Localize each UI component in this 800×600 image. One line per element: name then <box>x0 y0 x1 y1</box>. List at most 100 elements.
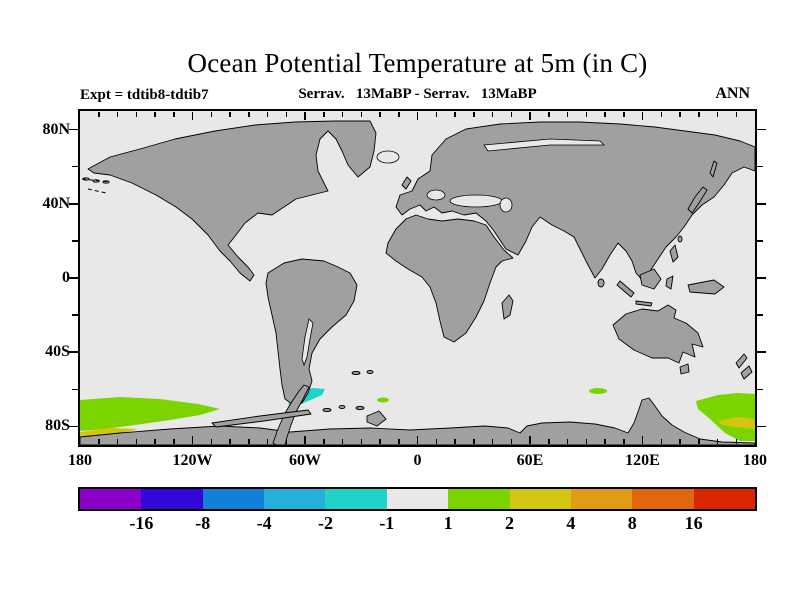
colorbar-segment-0 <box>80 489 142 509</box>
lon-tick-top <box>98 112 100 117</box>
lat-tick-left <box>69 277 78 279</box>
dashed-contour-1 <box>81 178 111 183</box>
lon-tick-top <box>735 112 737 117</box>
lon-tick-bottom <box>285 439 287 444</box>
continent-africa <box>385 214 514 343</box>
lon-tick-bottom <box>623 439 625 444</box>
lat-label-80S: 80S <box>45 417 70 435</box>
lon-tick-top <box>529 112 531 120</box>
lon-tick-top <box>604 112 606 117</box>
lon-tick-bottom <box>679 439 681 444</box>
colorbar-segment-8 <box>570 489 633 509</box>
lat-label-80N: 80N <box>42 120 70 138</box>
lon-tick-bottom <box>229 439 231 444</box>
island-new-zealand-north <box>735 353 748 369</box>
island-scotia-1 <box>322 408 332 412</box>
lat-tick-left <box>72 240 78 242</box>
lon-tick-top <box>679 112 681 117</box>
island-sulawesi <box>665 275 674 290</box>
lon-tick-bottom <box>510 439 512 444</box>
lat-tick-right <box>757 351 766 353</box>
lat-label-40S: 40S <box>45 343 70 361</box>
lon-tick-bottom <box>604 439 606 444</box>
island-falkland-2 <box>366 370 374 374</box>
sea-pannonian <box>426 189 446 201</box>
colorbar-segment-2 <box>202 489 265 509</box>
colorbar-segment-3 <box>264 489 326 509</box>
lon-tick-bottom <box>173 439 175 444</box>
lon-tick-top <box>566 112 569 117</box>
lat-label-0: 0 <box>62 269 70 286</box>
island-south-orkney <box>366 410 387 427</box>
comparison-label: Serrav. 13MaBP - Serrav. 13MaBP <box>298 86 537 102</box>
lon-tick-bottom <box>435 439 437 444</box>
colorbar-label-4: 4 <box>566 513 576 533</box>
lon-tick-top <box>229 112 231 117</box>
lon-tick-top <box>285 112 287 117</box>
anomaly-atlantic-spot <box>377 397 389 403</box>
lon-tick-bottom <box>379 439 381 444</box>
lat-tick-left <box>72 388 78 391</box>
colorbar-label--2: -2 <box>317 513 333 533</box>
anomaly-indian-spot <box>589 388 607 394</box>
lat-tick-left <box>69 425 78 428</box>
lon-tick-bottom <box>548 439 550 444</box>
lon-tick-bottom <box>304 436 306 444</box>
island-sumatra <box>616 280 635 298</box>
lat-tick-left <box>72 314 78 316</box>
lat-tick-right <box>757 425 766 428</box>
colorbar-segment-4 <box>325 489 387 509</box>
island-falkland-1 <box>351 371 361 375</box>
lon-tick-bottom <box>210 439 212 444</box>
island-tasmania <box>679 363 690 375</box>
lon-tick-top <box>623 112 625 117</box>
anomaly-ross-west-green <box>80 397 220 431</box>
lon-tick-bottom <box>698 439 700 444</box>
sea-caspian <box>499 197 513 213</box>
lon-label-120W: 120W <box>172 452 213 469</box>
lon-tick-bottom <box>398 439 400 444</box>
island-sakhalin <box>709 160 718 178</box>
lon-tick-top <box>435 112 437 117</box>
lon-tick-top <box>116 112 119 117</box>
lon-tick-top <box>304 112 306 120</box>
colorbar-segment-10 <box>693 489 755 509</box>
anomaly-ross-east-yellow <box>718 417 755 429</box>
colorbar-segment-6 <box>448 489 510 509</box>
lon-tick-top <box>210 112 212 117</box>
dashed-contours <box>81 178 111 194</box>
anomaly-ross-west-yellow <box>80 428 138 437</box>
sea-paranan <box>301 318 314 367</box>
lon-tick-top <box>341 112 344 117</box>
colorbar-label--16: -16 <box>129 513 154 533</box>
lon-tick-top <box>398 112 400 117</box>
lon-label-0: 0 <box>413 452 422 469</box>
lon-tick-bottom <box>135 439 137 444</box>
colorbar-label--8: -8 <box>195 513 211 533</box>
lon-tick-bottom <box>491 439 494 444</box>
lon-tick-top <box>473 112 475 117</box>
lon-tick-bottom <box>116 439 119 444</box>
lat-tick-left <box>69 203 78 205</box>
lon-tick-bottom <box>585 439 587 444</box>
lon-label-60E: 60E <box>516 452 544 469</box>
lat-tick-left <box>69 351 78 353</box>
island-philippines <box>669 244 679 263</box>
lon-tick-top <box>379 112 381 117</box>
lon-tick-top <box>323 112 325 117</box>
colorbar-segment-9 <box>632 489 694 509</box>
continent-australia <box>612 304 704 364</box>
lon-tick-top <box>641 112 644 120</box>
continent-north-america-greenland <box>87 120 377 282</box>
lon-tick-top <box>510 112 512 117</box>
lon-label-180: 180 <box>743 452 767 469</box>
lat-tick-right <box>757 128 766 131</box>
lon-tick-bottom <box>416 436 419 444</box>
season-label: ANN <box>715 85 750 102</box>
colorbar-label--1: -1 <box>379 513 395 533</box>
lon-label-60W: 60W <box>289 452 321 469</box>
lon-tick-bottom <box>341 439 344 444</box>
island-new-zealand-south <box>740 365 753 380</box>
lat-tick-right <box>757 388 763 391</box>
